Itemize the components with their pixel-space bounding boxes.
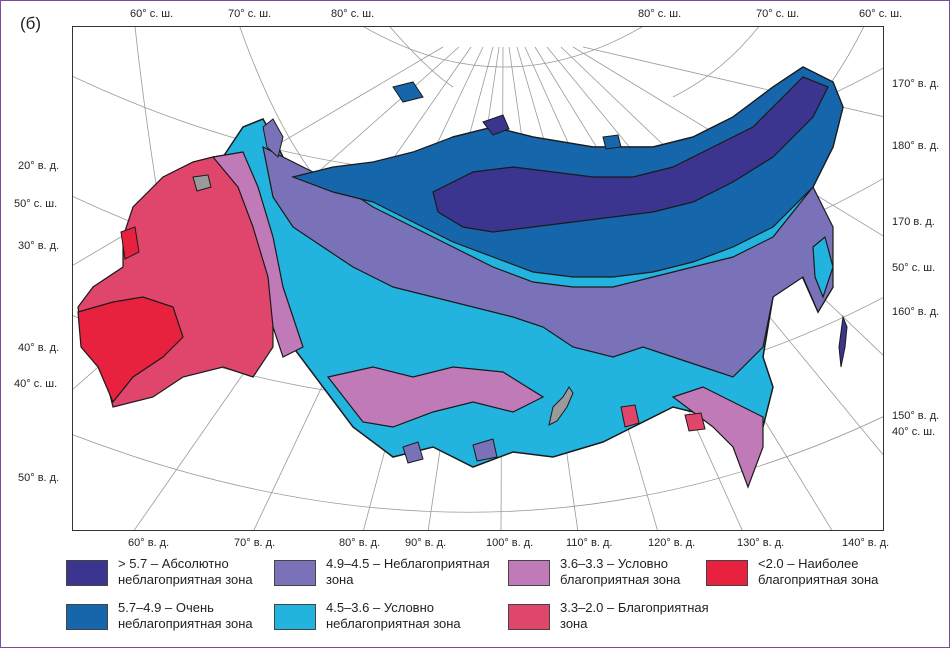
top-coord-label: 80° с. ш. bbox=[331, 8, 375, 20]
zone-favorable bbox=[684, 412, 706, 432]
right-coord-label: 40° с. ш. bbox=[892, 426, 936, 438]
right-coord-label: 170 в. д. bbox=[892, 216, 935, 228]
legend-item: 3.6–3.3 – Условно благоприятная зона bbox=[508, 556, 718, 592]
bottom-coord-label: 70° в. д. bbox=[234, 537, 276, 549]
legend-swatch bbox=[508, 604, 550, 630]
bottom-coord-label: 60° в. д. bbox=[128, 537, 170, 549]
bottom-coord-label: 130° в. д. bbox=[737, 537, 785, 549]
right-coord-label: 50° с. ш. bbox=[892, 262, 936, 274]
legend-swatch bbox=[66, 560, 108, 586]
right-coord-label: 180° в. д. bbox=[892, 140, 940, 152]
legend-label: 4.9–4.5 – Неблагоприятная зона bbox=[326, 556, 490, 587]
legend-label: 3.6–3.3 – Условно благоприятная зона bbox=[560, 556, 681, 587]
legend-item: 4.9–4.5 – Неблагоприятная зона bbox=[274, 556, 514, 592]
right-coord-label: 160° в. д. bbox=[892, 306, 940, 318]
bottom-coord-label: 100° в. д. bbox=[486, 537, 534, 549]
legend-item: <2.0 – Наиболее благоприятная зона bbox=[706, 556, 926, 592]
zone-unfavorable bbox=[262, 145, 834, 378]
bottom-coord-label: 80° в. д. bbox=[339, 537, 381, 549]
legend-label: <2.0 – Наиболее благоприятная зона bbox=[758, 556, 879, 587]
top-coord-label: 70° с. ш. bbox=[756, 8, 800, 20]
legend-item: 3.3–2.0 – Благоприятная зона bbox=[508, 600, 718, 636]
island-sakhalin bbox=[812, 235, 834, 299]
legend-item: 5.7–4.9 – Очень неблагоприятная зона bbox=[66, 600, 316, 636]
map-svg bbox=[73, 27, 883, 530]
legend-label: 3.3–2.0 – Благоприятная зона bbox=[560, 600, 709, 631]
right-coord-label: 150° в. д. bbox=[892, 410, 940, 422]
lake-baikal bbox=[548, 386, 574, 426]
island-novaya-zemlya bbox=[262, 118, 284, 158]
zone-absolutely-unfavorable bbox=[482, 114, 510, 136]
zone-most-favorable bbox=[77, 296, 184, 404]
zone-unfavorable bbox=[402, 441, 424, 464]
top-coord-label: 80° с. ш. bbox=[638, 8, 682, 20]
legend-item: 4.5–3.6 – Условно неблагоприятная зона bbox=[274, 600, 514, 636]
right-coord-label: 170° в. д. bbox=[892, 78, 940, 90]
left-coord-label: 40° с. ш. bbox=[14, 378, 58, 390]
legend-swatch bbox=[66, 604, 108, 630]
water-body bbox=[192, 174, 212, 192]
legend-swatch bbox=[274, 604, 316, 630]
left-coord-label: 50° в. д. bbox=[18, 472, 60, 484]
top-coord-label: 60° с. ш. bbox=[130, 8, 174, 20]
panel-label: (б) bbox=[20, 14, 42, 33]
zone-conditionally-favorable bbox=[211, 151, 304, 358]
left-coord-label: 40° в. д. bbox=[18, 342, 60, 354]
bottom-coord-label: 110° в. д. bbox=[566, 537, 613, 549]
legend-item: > 5.7 – Абсолютно неблагоприятная зона bbox=[66, 556, 316, 592]
bottom-coord-label: 120° в. д. bbox=[648, 537, 696, 549]
map-area bbox=[72, 26, 884, 531]
bottom-coord-label: 90° в. д. bbox=[405, 537, 447, 549]
top-coord-label: 70° с. ш. bbox=[228, 8, 272, 20]
zone-favorable bbox=[620, 404, 640, 428]
zone-most-favorable bbox=[120, 226, 140, 260]
left-coord-label: 50° с. ш. bbox=[14, 198, 58, 210]
legend-swatch bbox=[706, 560, 748, 586]
island-kuril bbox=[838, 315, 848, 368]
legend-swatch bbox=[274, 560, 316, 586]
top-coord-label: 60° с. ш. bbox=[859, 8, 903, 20]
left-coord-label: 30° в. д. bbox=[18, 240, 60, 252]
island-arctic bbox=[602, 134, 622, 150]
zone-conditionally-favorable bbox=[326, 366, 545, 428]
legend-swatch bbox=[508, 560, 550, 586]
zone-very-unfavorable bbox=[290, 66, 844, 278]
zone-absolutely-unfavorable bbox=[432, 76, 829, 233]
zone-unfavorable bbox=[472, 438, 498, 462]
legend-label: 4.5–3.6 – Условно неблагоприятная зона bbox=[326, 600, 461, 631]
legend-label: 5.7–4.9 – Очень неблагоприятная зона bbox=[118, 600, 253, 631]
left-coord-label: 20° в. д. bbox=[18, 160, 60, 172]
zone-conditionally-favorable bbox=[671, 386, 764, 489]
legend-label: > 5.7 – Абсолютно неблагоприятная зона bbox=[118, 556, 253, 587]
bottom-coord-label: 140° в. д. bbox=[842, 537, 890, 549]
island-arctic bbox=[392, 81, 424, 103]
map-legend: > 5.7 – Абсолютно неблагоприятная зона 5… bbox=[66, 556, 946, 642]
